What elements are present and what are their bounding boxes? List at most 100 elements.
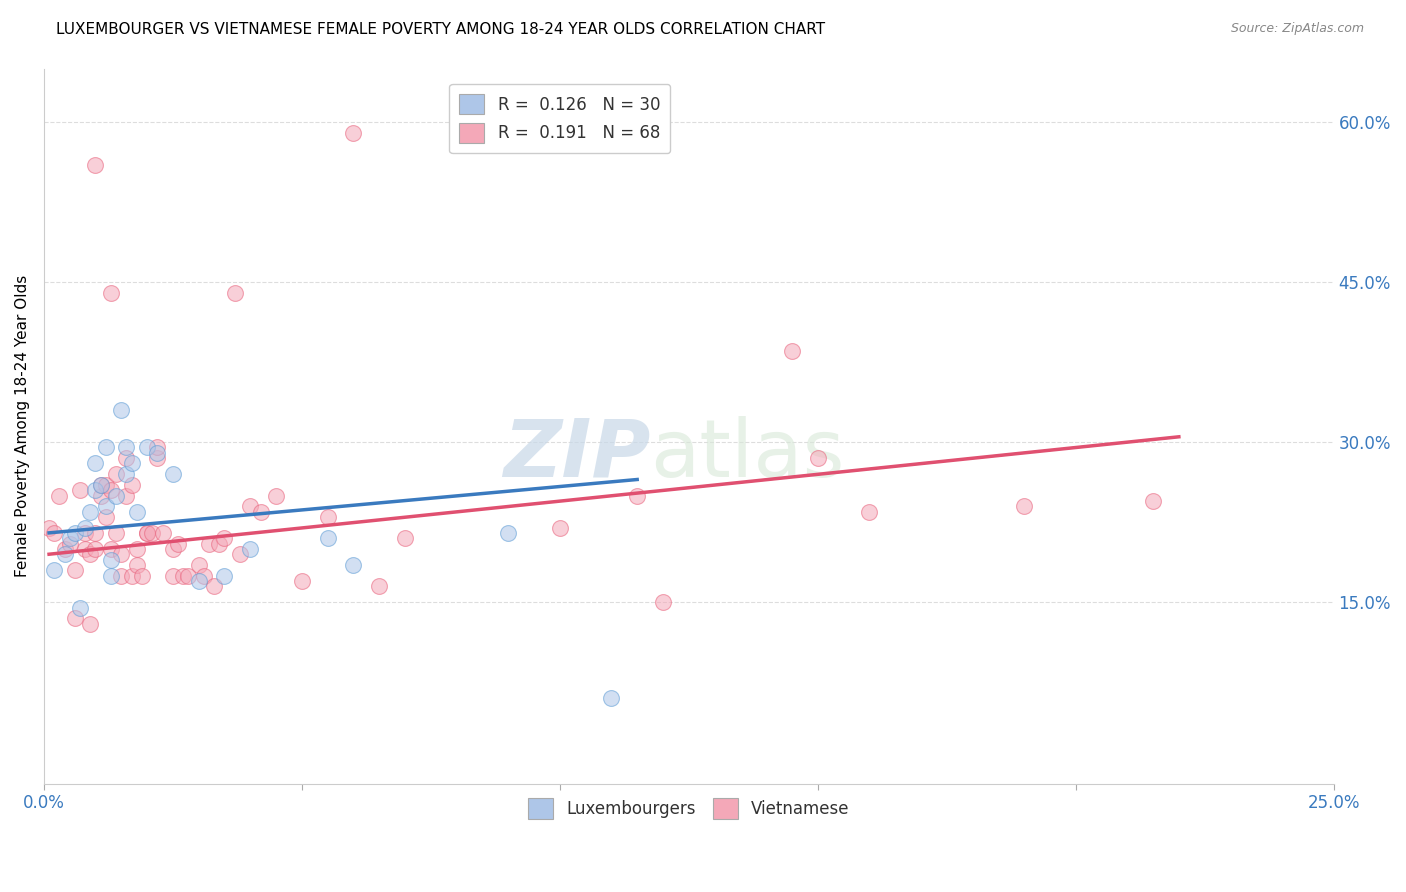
Point bbox=[90, 478, 112, 492]
Point bbox=[38, 520, 60, 534]
Point bbox=[229, 547, 252, 561]
Point bbox=[110, 568, 132, 582]
Point bbox=[69, 600, 91, 615]
Point bbox=[141, 525, 163, 540]
Point bbox=[394, 531, 416, 545]
Point bbox=[94, 509, 117, 524]
Point bbox=[239, 541, 262, 556]
Point bbox=[84, 483, 107, 498]
Point bbox=[84, 158, 107, 172]
Point bbox=[807, 451, 830, 466]
Point bbox=[121, 478, 143, 492]
Point bbox=[125, 541, 148, 556]
Point bbox=[90, 478, 112, 492]
Point bbox=[249, 504, 271, 518]
Legend: Luxembourgers, Vietnamese: Luxembourgers, Vietnamese bbox=[522, 792, 856, 825]
Point bbox=[600, 691, 623, 706]
Point bbox=[167, 536, 190, 550]
Point bbox=[162, 467, 184, 482]
Point bbox=[202, 579, 225, 593]
Point bbox=[79, 504, 101, 518]
Point bbox=[44, 563, 66, 577]
Point bbox=[177, 568, 200, 582]
Point bbox=[162, 541, 184, 556]
Point bbox=[121, 568, 143, 582]
Point bbox=[146, 446, 169, 460]
Point bbox=[84, 457, 107, 471]
Text: LUXEMBOURGER VS VIETNAMESE FEMALE POVERTY AMONG 18-24 YEAR OLDS CORRELATION CHAR: LUXEMBOURGER VS VIETNAMESE FEMALE POVERT… bbox=[56, 22, 825, 37]
Point bbox=[291, 574, 314, 588]
Point bbox=[131, 568, 153, 582]
Point bbox=[84, 541, 107, 556]
Point bbox=[100, 483, 122, 498]
Point bbox=[48, 489, 70, 503]
Point bbox=[63, 525, 86, 540]
Point bbox=[105, 489, 128, 503]
Point bbox=[187, 558, 209, 572]
Point bbox=[652, 595, 675, 609]
Point bbox=[264, 489, 287, 503]
Point bbox=[342, 126, 364, 140]
Point bbox=[208, 536, 231, 550]
Point bbox=[53, 547, 76, 561]
Point bbox=[162, 568, 184, 582]
Point bbox=[187, 574, 209, 588]
Point bbox=[115, 441, 138, 455]
Point bbox=[214, 568, 236, 582]
Point bbox=[110, 403, 132, 417]
Point bbox=[239, 499, 262, 513]
Point bbox=[100, 541, 122, 556]
Point bbox=[125, 504, 148, 518]
Point bbox=[172, 568, 194, 582]
Point bbox=[75, 520, 97, 534]
Point bbox=[146, 441, 169, 455]
Point bbox=[84, 525, 107, 540]
Point bbox=[125, 558, 148, 572]
Point bbox=[69, 483, 91, 498]
Text: ZIP: ZIP bbox=[503, 416, 650, 494]
Point bbox=[100, 552, 122, 566]
Point bbox=[224, 285, 246, 300]
Point bbox=[858, 504, 880, 518]
Point bbox=[90, 489, 112, 503]
Point bbox=[75, 541, 97, 556]
Point bbox=[496, 525, 519, 540]
Point bbox=[548, 520, 571, 534]
Point bbox=[105, 467, 128, 482]
Point bbox=[115, 489, 138, 503]
Point bbox=[121, 457, 143, 471]
Point bbox=[368, 579, 391, 593]
Text: Source: ZipAtlas.com: Source: ZipAtlas.com bbox=[1230, 22, 1364, 36]
Point bbox=[136, 525, 159, 540]
Point bbox=[1012, 499, 1035, 513]
Point bbox=[94, 441, 117, 455]
Point bbox=[110, 547, 132, 561]
Point bbox=[198, 536, 221, 550]
Point bbox=[316, 509, 339, 524]
Point bbox=[63, 563, 86, 577]
Point bbox=[94, 499, 117, 513]
Point bbox=[146, 451, 169, 466]
Point bbox=[79, 547, 101, 561]
Point bbox=[136, 441, 159, 455]
Point bbox=[100, 568, 122, 582]
Point bbox=[626, 489, 648, 503]
Point bbox=[63, 611, 86, 625]
Point bbox=[59, 531, 82, 545]
Point bbox=[152, 525, 174, 540]
Point bbox=[100, 285, 122, 300]
Text: atlas: atlas bbox=[650, 416, 845, 494]
Point bbox=[94, 478, 117, 492]
Point bbox=[44, 525, 66, 540]
Point bbox=[316, 531, 339, 545]
Point bbox=[136, 525, 159, 540]
Point bbox=[342, 558, 364, 572]
Point bbox=[75, 525, 97, 540]
Point bbox=[193, 568, 215, 582]
Point bbox=[59, 536, 82, 550]
Point bbox=[1142, 493, 1164, 508]
Point bbox=[105, 525, 128, 540]
Y-axis label: Female Poverty Among 18-24 Year Olds: Female Poverty Among 18-24 Year Olds bbox=[15, 275, 30, 577]
Point bbox=[53, 541, 76, 556]
Point bbox=[79, 616, 101, 631]
